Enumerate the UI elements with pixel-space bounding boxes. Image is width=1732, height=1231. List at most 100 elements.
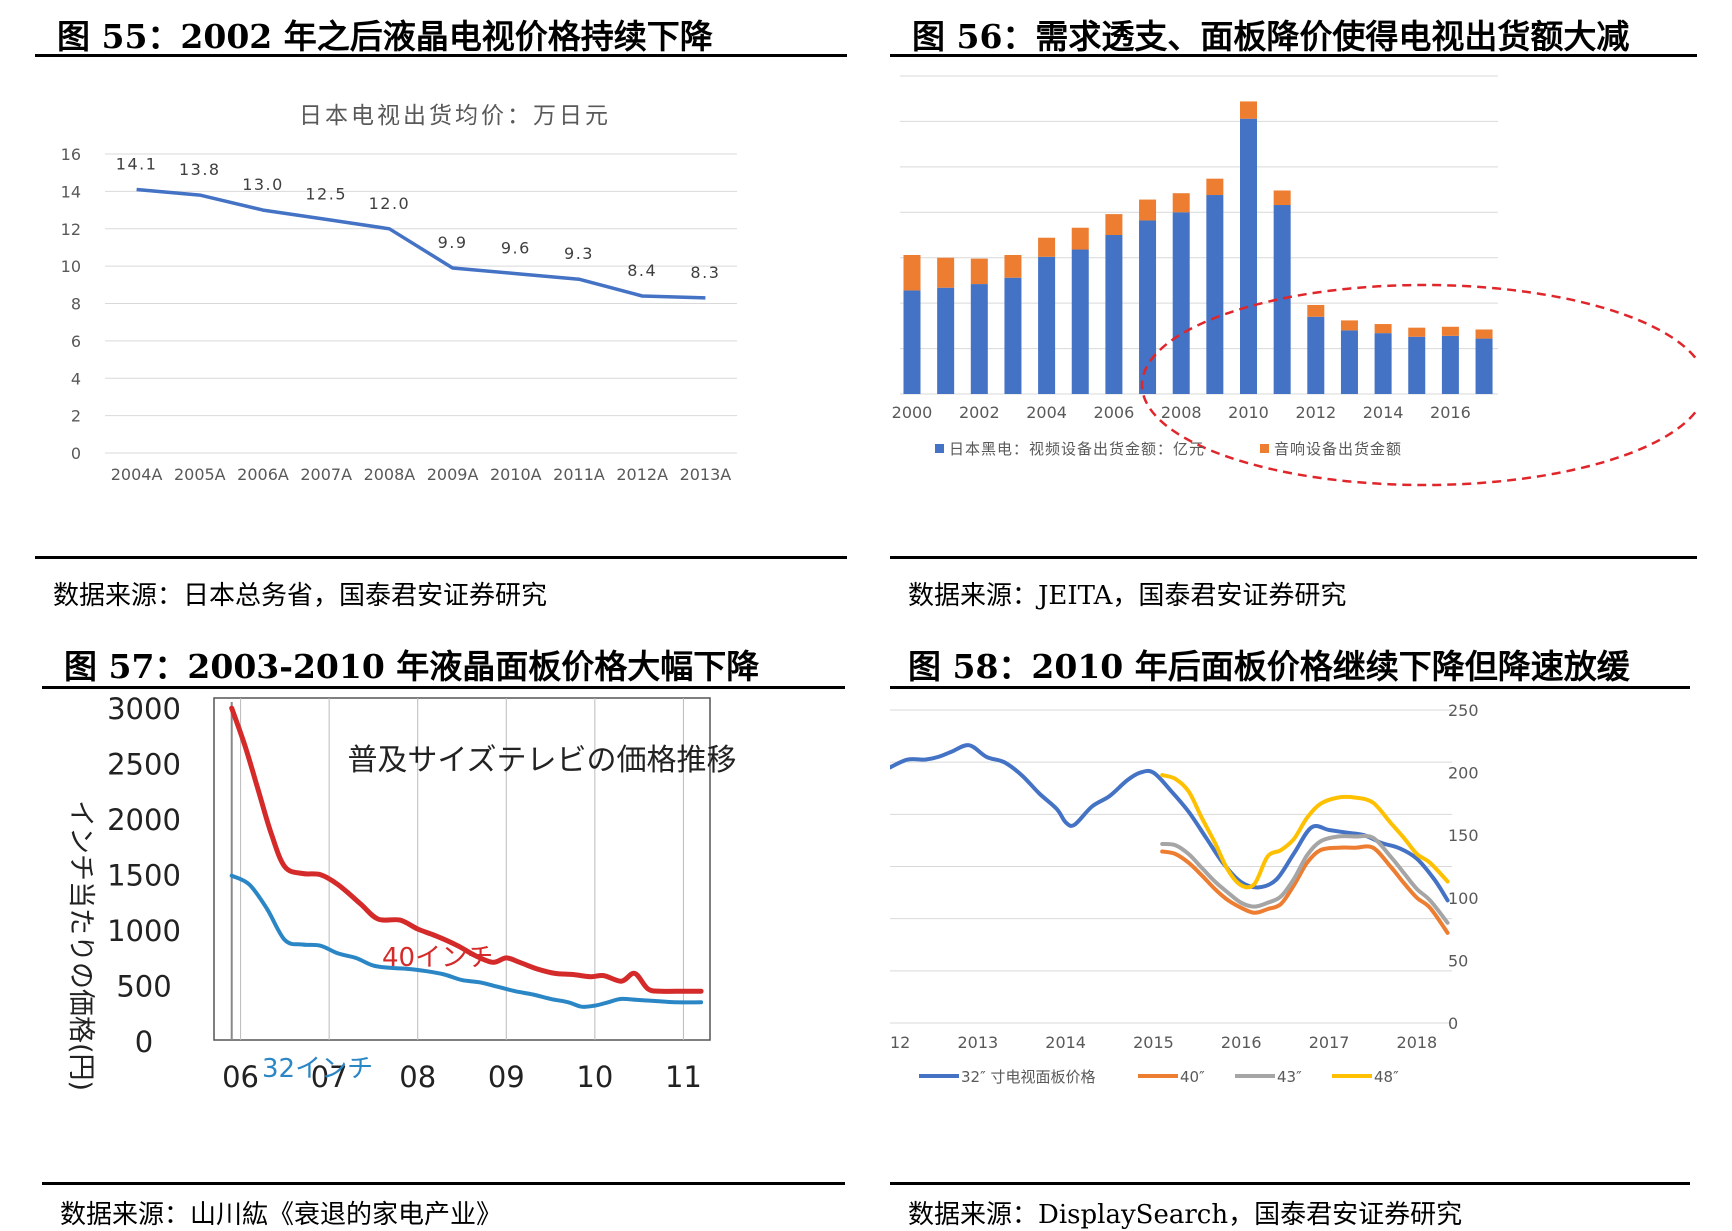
- x-tick-label: 2002: [959, 403, 1000, 422]
- source-note: 数据来源：JEITA，国泰君安证券研究: [908, 581, 1347, 611]
- figure-57-panel: 图 57：2003-2010 年液晶面板价格大幅下降 0 500 1000 1500 2…: [42, 640, 862, 1230]
- y-tick-label-right: 100: [1448, 889, 1479, 908]
- y-tick-label-right: 150: [1448, 826, 1479, 845]
- bar-audio: [1172, 193, 1190, 213]
- series-line: [1160, 833, 1450, 925]
- x-tick-label: 2006A: [237, 465, 289, 484]
- legend-label: 48″: [1374, 1068, 1399, 1086]
- data-label: 12.0: [369, 194, 411, 213]
- bar-video: [1240, 118, 1257, 395]
- figure-title: 图 57：2003-2010 年液晶面板价格大幅下降: [64, 647, 760, 686]
- y-tick-label-right: 250: [1448, 701, 1479, 720]
- bar-audio: [1273, 190, 1291, 206]
- y-tick-label: 2000: [107, 803, 181, 837]
- source-note: 数据来源：日本总务省，国泰君安证券研究: [53, 581, 548, 611]
- bar-video: [1374, 333, 1392, 394]
- legend-swatch: [1260, 444, 1269, 453]
- bar-audio: [937, 257, 955, 288]
- bar-audio: [1105, 214, 1123, 235]
- y-tick-label: 2500: [107, 748, 181, 782]
- y-tick-label: 0: [135, 1025, 153, 1059]
- x-tick-label: 2012A: [616, 465, 668, 484]
- y-tick-label: 1500: [107, 859, 181, 893]
- figure-title: 图 56：需求透支、面板降价使得电视出货额大减: [912, 17, 1630, 56]
- chart-title: 普及サイズテレビの価格推移: [347, 743, 736, 778]
- x-tick-label: 2014: [1045, 1033, 1086, 1052]
- data-label: 9.6: [501, 239, 531, 258]
- data-label: 8.4: [627, 261, 657, 280]
- figure-title: 图 55：2002 年之后液晶电视价格持续下降: [57, 17, 713, 56]
- x-tick-label: 2015: [1133, 1033, 1174, 1052]
- bar-video: [1038, 256, 1056, 394]
- bar-video: [1071, 249, 1089, 394]
- bar-video: [1475, 338, 1493, 394]
- x-tick-label: 2012: [890, 1033, 910, 1052]
- data-label: 13.8: [179, 160, 221, 179]
- x-tick-label: 11: [665, 1060, 702, 1094]
- x-tick-label: 2007A: [300, 465, 352, 484]
- x-tick-label: 06: [222, 1060, 259, 1094]
- x-tick-label: 10: [576, 1060, 613, 1094]
- chart-fig56: 05000100001500020000250003000035000 2000…: [892, 75, 1697, 487]
- series-label-40: 40インチ: [382, 943, 493, 973]
- x-tick-label: 2013A: [680, 465, 732, 484]
- title-rule: [890, 54, 1697, 57]
- bar-video: [1172, 212, 1190, 394]
- legend-label: 40″: [1180, 1068, 1205, 1086]
- y-tick-label: 0: [71, 444, 81, 463]
- x-tick-label: 2000: [892, 403, 933, 422]
- bar-audio: [1038, 237, 1056, 257]
- x-tick-label: 2016: [1430, 403, 1471, 422]
- y-tick-label: 6: [71, 332, 81, 351]
- figure-56-panel: 图 56：需求透支、面板降价使得电视出货额大减 0500010000150002…: [890, 10, 1710, 611]
- bar-audio: [1240, 101, 1257, 119]
- legend-label: 32″ 寸电视面板价格: [961, 1068, 1095, 1086]
- bar-audio: [1441, 326, 1459, 336]
- bar-audio: [1307, 304, 1325, 317]
- legend-swatch: [935, 444, 944, 453]
- figure-58-panel: 图 58：2010 年后面板价格继续下降但降速放缓 02040608010012…: [890, 640, 1710, 1230]
- series-label-32: 32インチ: [262, 1054, 373, 1084]
- bar-video: [1105, 235, 1123, 394]
- x-tick-label: 2008: [1161, 403, 1202, 422]
- y-tick-label: 8: [71, 295, 81, 314]
- chart-fig55: 日本电视出货均价：万日元 0 2 4 6 8 10 12 14 16 2004A 2005A 200…: [61, 103, 737, 484]
- data-label: 8.3: [690, 263, 720, 282]
- y-tick-label: 14: [61, 182, 81, 201]
- title-rule: [890, 686, 1690, 689]
- legend-label: 日本黑电：视频设备出货金额：亿元: [949, 440, 1205, 458]
- bar-video: [1441, 335, 1459, 394]
- source-note: 数据来源：DisplaySearch，国泰君安证券研究: [908, 1200, 1463, 1230]
- bar-audio: [1139, 199, 1157, 221]
- legend-label: 43″: [1277, 1068, 1302, 1086]
- series-line: [890, 743, 1450, 903]
- bar-audio: [1475, 329, 1493, 339]
- title-rule: [42, 686, 845, 689]
- y-tick-label: 500: [116, 970, 171, 1004]
- bar-video: [1004, 277, 1022, 394]
- x-tick-label: 2004A: [111, 465, 163, 484]
- bar-video: [1307, 316, 1325, 394]
- bar-audio: [970, 258, 988, 285]
- bar-video: [1273, 205, 1291, 394]
- x-tick-label: 2011A: [553, 465, 605, 484]
- y-tick-label: 12: [61, 220, 81, 239]
- data-label: 12.5: [305, 184, 347, 203]
- bar-audio: [1206, 178, 1224, 196]
- data-label: 13.0: [242, 175, 284, 194]
- source-rule: [42, 1182, 845, 1185]
- bar-video: [1139, 220, 1157, 394]
- bar-audio: [1374, 324, 1392, 334]
- x-tick-label: 2014: [1363, 403, 1404, 422]
- y-tick-label: 16: [61, 145, 81, 164]
- bar-video: [937, 287, 955, 394]
- x-tick-label: 2009A: [427, 465, 479, 484]
- chart-title: 日本电视出货均价：万日元: [299, 103, 611, 129]
- series-line-40: [229, 705, 704, 994]
- source-rule: [890, 556, 1697, 559]
- source-rule: [35, 556, 847, 559]
- series-line-32: [229, 873, 704, 1009]
- figure-title: 图 58：2010 年后面板价格继续下降但降速放缓: [908, 647, 1630, 686]
- y-tick-label: 10: [61, 257, 81, 276]
- bar-video: [1206, 195, 1224, 394]
